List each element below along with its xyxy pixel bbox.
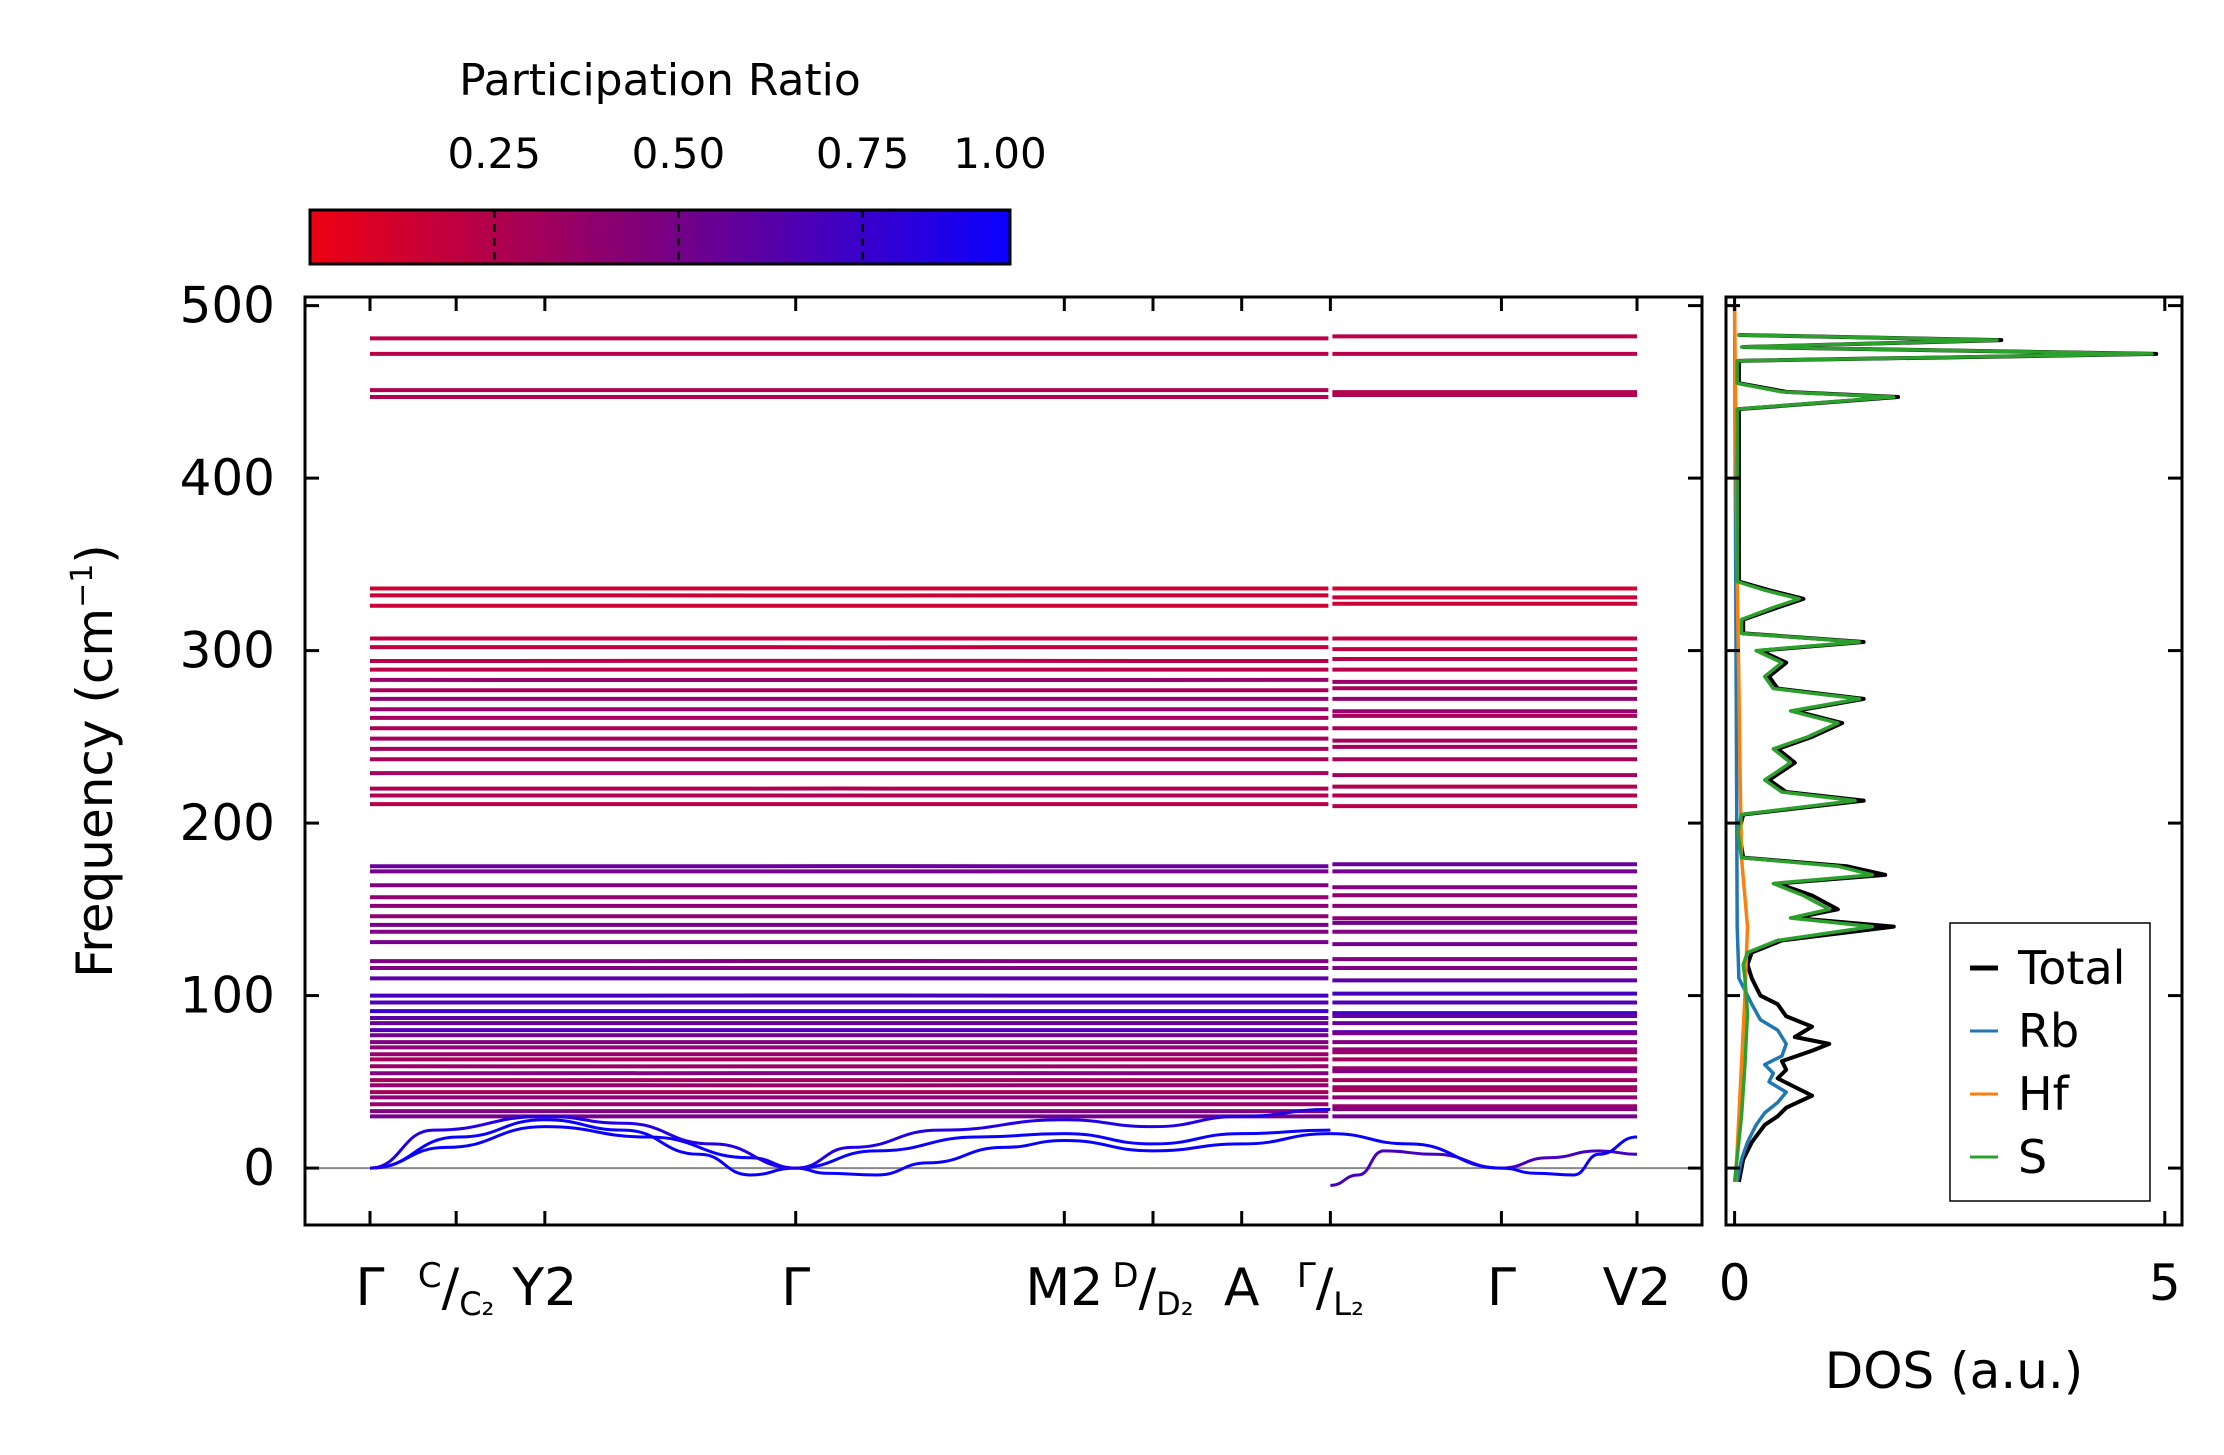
- k-point-label: C/C₂: [418, 1256, 494, 1323]
- band-line: [369, 1070, 1329, 1077]
- band-line: [369, 1015, 1329, 1021]
- legend-label: Rb: [2018, 1004, 2079, 1058]
- y-tick-label: 500: [180, 277, 275, 335]
- y-tick-label: 100: [180, 967, 275, 1025]
- dos-x-tick-label: 5: [2149, 1254, 2181, 1312]
- band-x-ticks: Γ C/C₂ Y2 Γ M2 D/D₂ A Γ/L₂ Γ V2: [356, 297, 1672, 1323]
- k-point-label: V2: [1603, 1258, 1672, 1318]
- band-line: [369, 602, 1329, 609]
- band-line: [369, 785, 1329, 792]
- dos-lines: [1732, 305, 2159, 1183]
- band-line: [369, 677, 1329, 683]
- dos-legend: Total Rb Hf S: [1949, 922, 2151, 1202]
- band-line: [369, 1032, 1329, 1039]
- band-line: [369, 939, 1329, 945]
- acoustic-branch: [369, 1125, 1331, 1170]
- band-line: [369, 913, 1329, 920]
- k-point-label: Γ: [356, 1258, 385, 1318]
- dos-y-ticks: [1726, 304, 2182, 1170]
- band-line: [369, 706, 1329, 713]
- band-line: [369, 1089, 1329, 1096]
- colorbar-tick-label: 1.00: [953, 129, 1047, 178]
- band-line: [369, 394, 1329, 400]
- acoustic-branch: [369, 1107, 1331, 1170]
- band-line: [369, 687, 1329, 694]
- dos-axes-frame: [1724, 295, 2184, 1227]
- colorbar-tick-label: 0.75: [816, 129, 910, 178]
- band-line: [369, 1044, 1329, 1051]
- y-tick-label: 200: [180, 794, 275, 852]
- band-line: [369, 335, 1329, 342]
- band-line: [369, 1051, 1329, 1058]
- band-line: [369, 992, 1329, 999]
- band-y-ticks: 0 100 200 300 400 500: [180, 277, 1702, 1197]
- dos-line-rb: [1732, 305, 1788, 1183]
- band-line: [369, 735, 1329, 742]
- colorbar-ticks: 0.25 0.50 0.75 1.00: [447, 129, 1047, 264]
- band-line: [369, 746, 1329, 752]
- colorbar: Participation Ratio 0.25 0.50 0.75 1.00: [308, 55, 1047, 266]
- dos-line-hf: [1732, 305, 1750, 1182]
- band-lines: [305, 334, 1702, 1187]
- k-point-label: Y2: [511, 1258, 577, 1318]
- band-line: [369, 922, 1329, 928]
- band-line: [369, 882, 1329, 889]
- k-point-label: D/D₂: [1112, 1256, 1193, 1323]
- band-line: [369, 975, 1329, 982]
- band-line: [369, 1008, 1329, 1014]
- acoustic-branch: [1330, 1132, 1638, 1177]
- y-tick-label: 0: [243, 1139, 275, 1197]
- dos-x-axis-label: DOS (a.u.): [1825, 1342, 2084, 1400]
- y-tick-label: 300: [180, 622, 275, 680]
- band-line: [369, 1082, 1329, 1089]
- k-point-label: A: [1224, 1258, 1260, 1318]
- band-line: [369, 863, 1329, 870]
- band-axes-frame: [303, 295, 1704, 1227]
- legend-label: S: [2018, 1130, 2047, 1184]
- band-line: [369, 1063, 1329, 1070]
- band-line: [369, 715, 1329, 721]
- band-line: [369, 894, 1329, 901]
- y-tick-label: 400: [180, 449, 275, 507]
- k-point-label: M2: [1025, 1258, 1103, 1318]
- colorbar-tick-label: 0.50: [632, 129, 726, 178]
- legend-label: Total: [2017, 941, 2125, 995]
- band-y-axis-label: Frequency (cm−1): [65, 544, 124, 978]
- acoustic-branch: [369, 1118, 1331, 1177]
- band-line: [369, 801, 1329, 807]
- dos-line-s: [1732, 333, 2154, 1183]
- band-line: [369, 592, 1329, 599]
- colorbar-gradient: [308, 208, 1012, 266]
- band-line: [369, 958, 1329, 964]
- legend-label: Hf: [2018, 1067, 2071, 1121]
- band-line: [369, 770, 1329, 776]
- k-point-label: Γ: [781, 1258, 810, 1318]
- band-line: [369, 644, 1329, 651]
- band-line: [369, 1108, 1329, 1115]
- colorbar-tick-label: 0.25: [447, 129, 541, 178]
- k-point-label: Γ/L₂: [1297, 1256, 1364, 1323]
- dos-x-tick-label: 0: [1719, 1254, 1751, 1312]
- colorbar-label: Participation Ratio: [459, 55, 861, 106]
- k-point-label: Γ: [1487, 1258, 1516, 1318]
- band-line: [369, 387, 1329, 394]
- band-line: [369, 658, 1329, 664]
- band-line: [369, 1101, 1329, 1108]
- band-line: [369, 1027, 1329, 1033]
